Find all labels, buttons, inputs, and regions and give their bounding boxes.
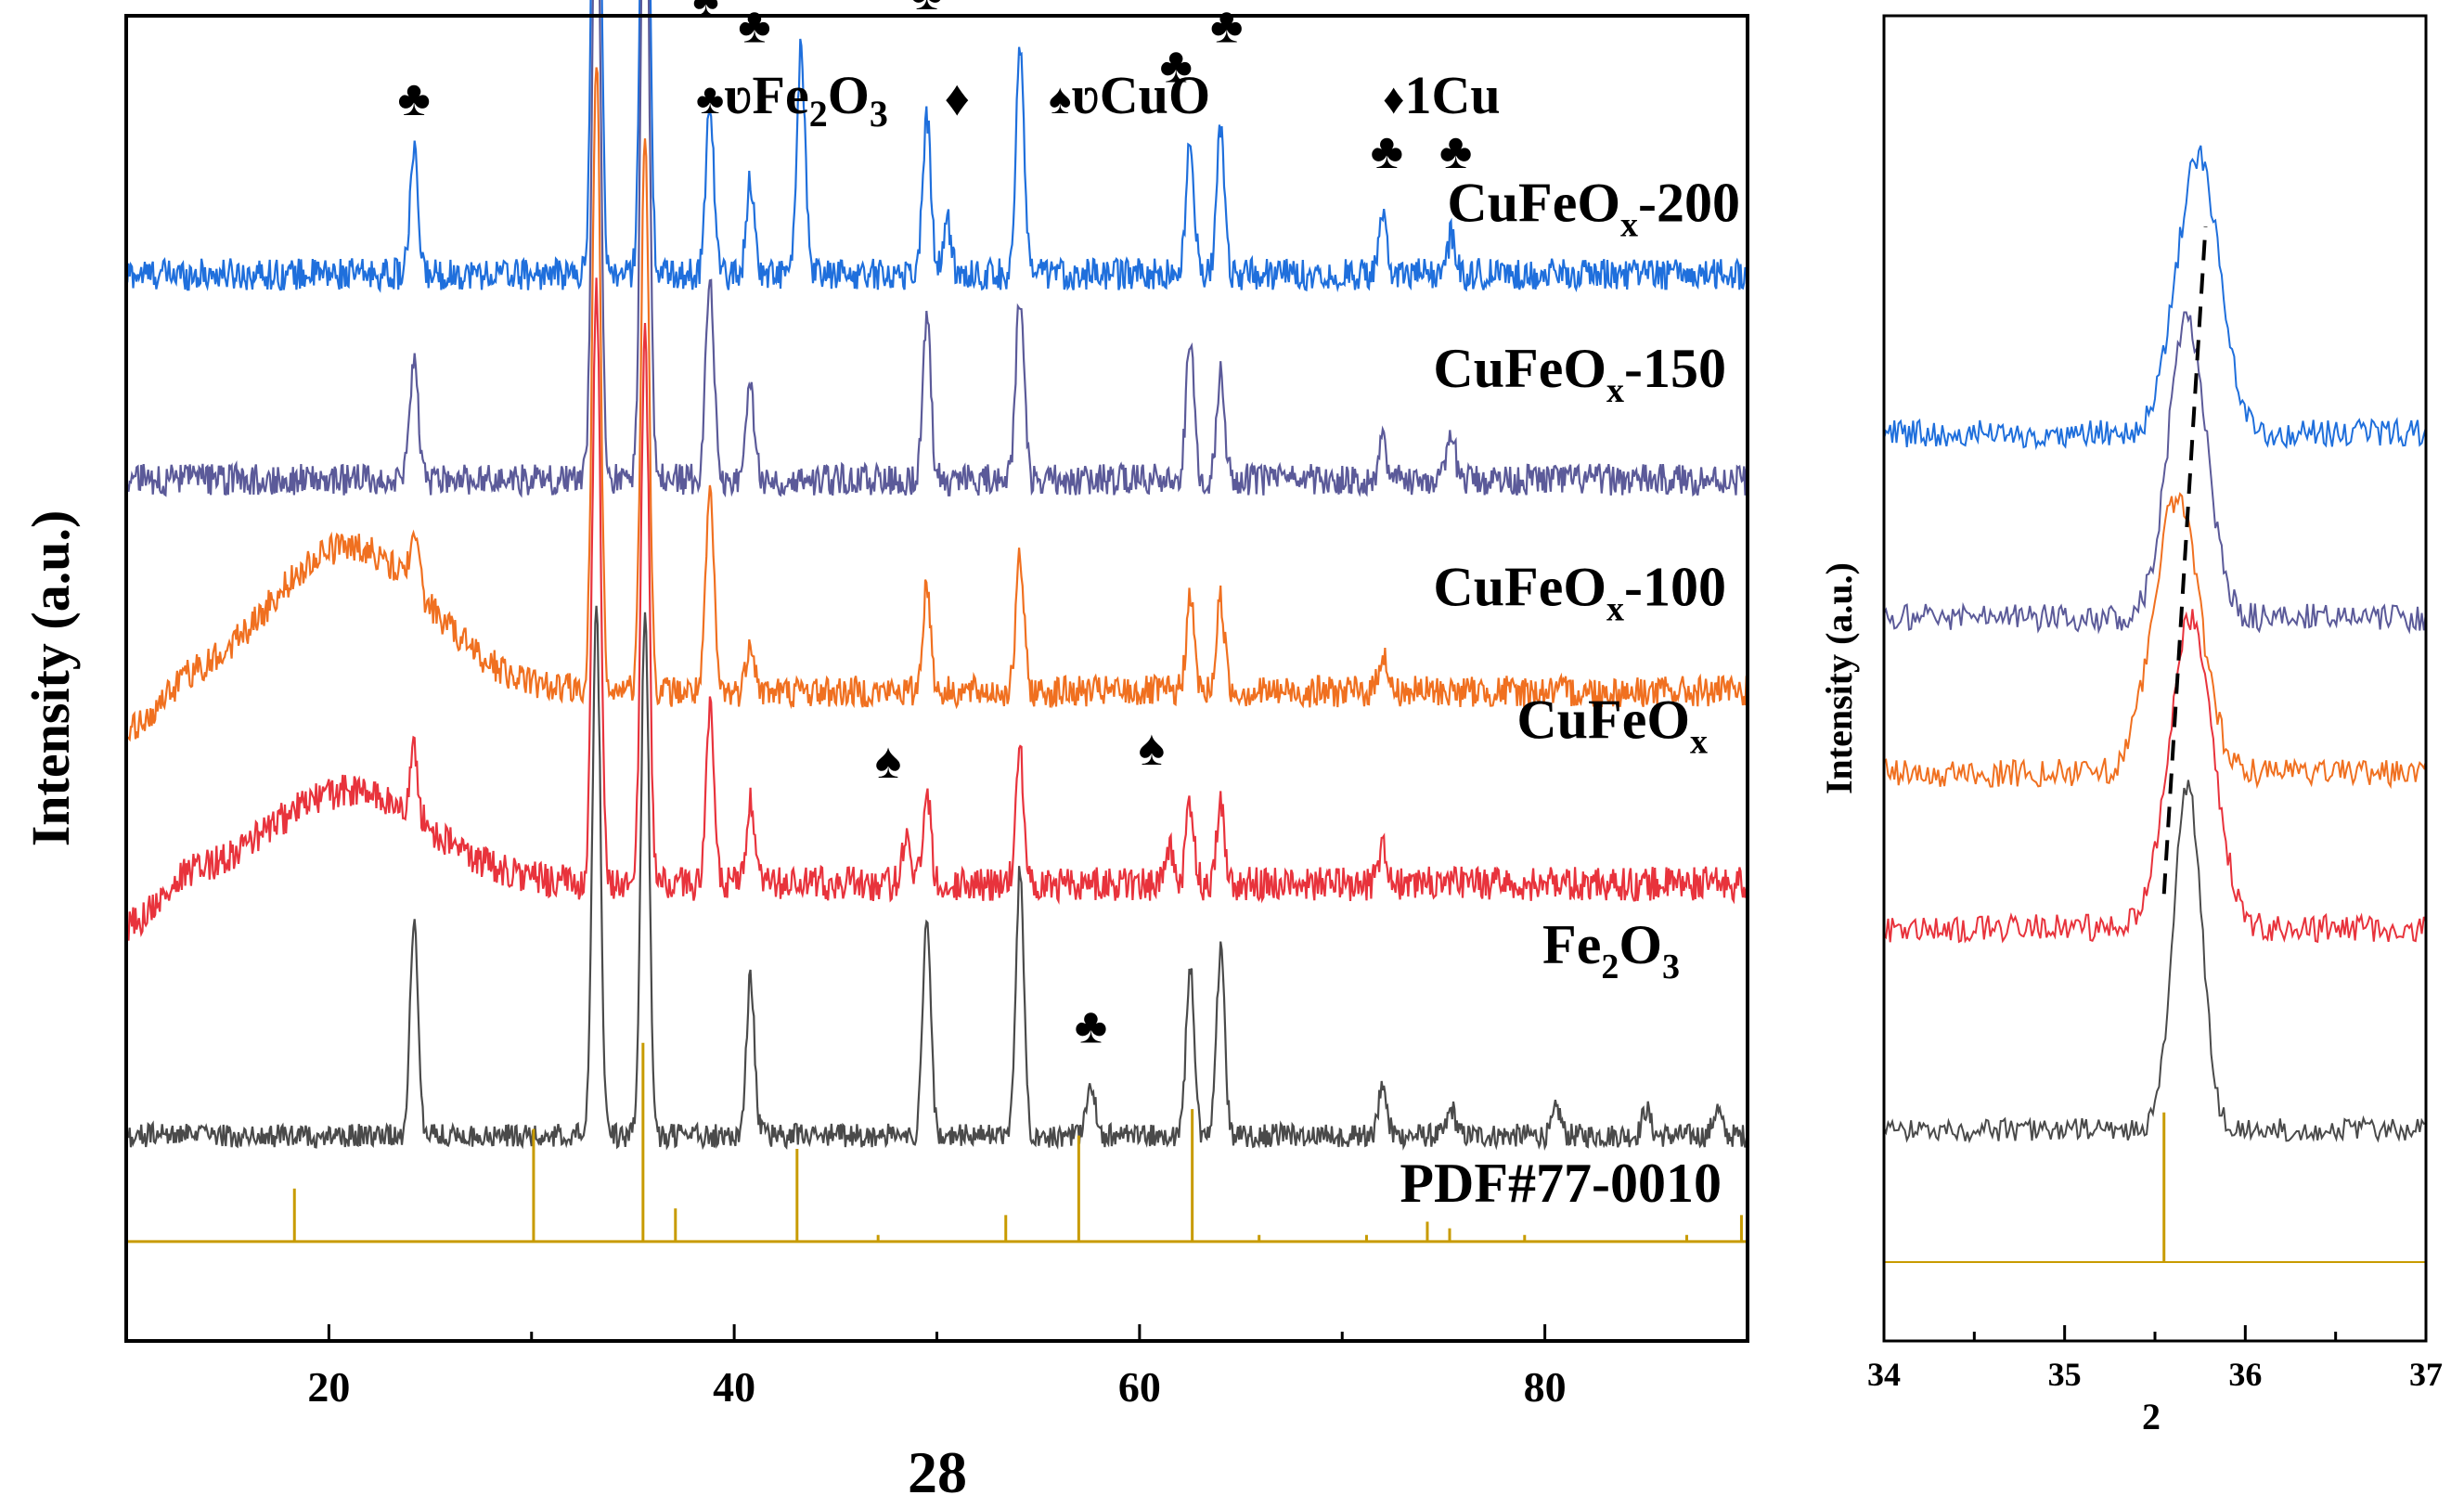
series-label-cufeox-200: CuFeOx-200 bbox=[1447, 172, 1740, 244]
legend-entry-cuo: ♠ʋCuO bbox=[1049, 65, 1210, 125]
peak-marker-16: ♣ bbox=[1075, 999, 1107, 1054]
legend-entry-cu: ♦1Cu bbox=[1383, 65, 1501, 125]
left-y-axis-label: Intensity (a.u.) bbox=[20, 510, 81, 847]
series-label-fe2o3: Fe2O3 bbox=[1542, 914, 1680, 986]
right-plot-frame bbox=[1882, 14, 2428, 1343]
left-reference-group bbox=[126, 1042, 1748, 1244]
peak-marker-11: ♣ bbox=[1210, 0, 1243, 54]
right-x-tick-label-35: 35 bbox=[2048, 1356, 2082, 1393]
reference-label: PDF#77-0010 bbox=[1400, 1153, 1722, 1214]
right-x-ticks: 34 35 36 37 bbox=[1867, 1325, 2443, 1393]
right-x-tick-label-37: 37 bbox=[2409, 1356, 2443, 1393]
left-x-axis-label: 28 bbox=[908, 1439, 967, 1505]
series-line-cufeox-150 bbox=[124, 0, 1749, 498]
peak-marker-15: ♠ bbox=[1139, 720, 1166, 776]
peak-marker-12: ♣ bbox=[1371, 123, 1403, 179]
series-line-cufeox bbox=[125, 277, 1749, 941]
peak-marker-10: ♣ bbox=[1159, 37, 1192, 93]
left-x-tick-label-40: 40 bbox=[713, 1363, 755, 1411]
left-series-labels: CuFeOx-200 CuFeOx-150 CuFeOx-100 CuFeOx Fe2O… bbox=[1400, 172, 1740, 1214]
zoom-series-line-fe2o3 bbox=[1883, 780, 2427, 1144]
right-reference-group bbox=[1884, 1112, 2426, 1263]
right-x-tick-label-36: 36 bbox=[2228, 1356, 2262, 1393]
peak-shift-dashed-line bbox=[2161, 226, 2208, 895]
series-line-cufeox-100 bbox=[124, 67, 1749, 742]
left-x-tick-label-60: 60 bbox=[1118, 1363, 1161, 1411]
right-series-group bbox=[1883, 145, 2427, 1144]
left-x-ticks: 20 40 60 80 bbox=[307, 1324, 1749, 1411]
zoom-series-line-cufeox bbox=[1883, 609, 2427, 944]
left-x-tick-label-80: 80 bbox=[1524, 1363, 1567, 1411]
peak-marker-7: ♦ bbox=[945, 71, 971, 126]
peak-marker-3: ♠ bbox=[692, 0, 719, 27]
zoom-series-line-cufeox-150 bbox=[1883, 311, 2427, 635]
series-label-cufeox-100: CuFeOx-100 bbox=[1433, 556, 1726, 628]
left-peak-markers: ♣♣♣♠♣♦♣♦♣♣♣♣♣♣♠♠♣ bbox=[397, 0, 1472, 1054]
series-line-fe2o3 bbox=[124, 605, 1748, 1151]
legend-entry-fe: ♣ʋFe2O3 bbox=[696, 65, 888, 135]
right-x-axis-label: 2 bbox=[2142, 1396, 2161, 1437]
left-panel: ♣♣♣♠♣♦♣♦♣♣♣♣♣♣♠♠♣ CuFeOx-200CuFeOx-150Cu… bbox=[20, 0, 1749, 1505]
left-x-tick-label-20: 20 bbox=[307, 1363, 350, 1411]
right-panel: 34 35 36 37 2 Intensity (a.u.) bbox=[1818, 14, 2443, 1437]
right-x-tick-label-34: 34 bbox=[1867, 1356, 1901, 1393]
left-series-group bbox=[124, 0, 1749, 1151]
peak-marker-13: ♣ bbox=[1439, 123, 1472, 179]
series-label-cufeox-150: CuFeOx-150 bbox=[1433, 338, 1726, 410]
phase-legend: ♣ʋFe2O3 ♠ʋCuO ♦1Cu bbox=[696, 65, 1501, 135]
right-y-axis-label: Intensity (a.u.) bbox=[1818, 562, 1860, 794]
peak-marker-0: ♣ bbox=[397, 71, 430, 126]
series-line-cufeox-200 bbox=[124, 0, 1749, 293]
zoom-series-line-cufeox-100 bbox=[1883, 492, 2427, 790]
peak-marker-14: ♠ bbox=[875, 733, 902, 789]
zoom-series-line-cufeox-200 bbox=[1883, 145, 2427, 451]
peak-marker-4: ♣ bbox=[738, 0, 770, 54]
series-label-cufeox: CuFeOx bbox=[1516, 689, 1708, 761]
